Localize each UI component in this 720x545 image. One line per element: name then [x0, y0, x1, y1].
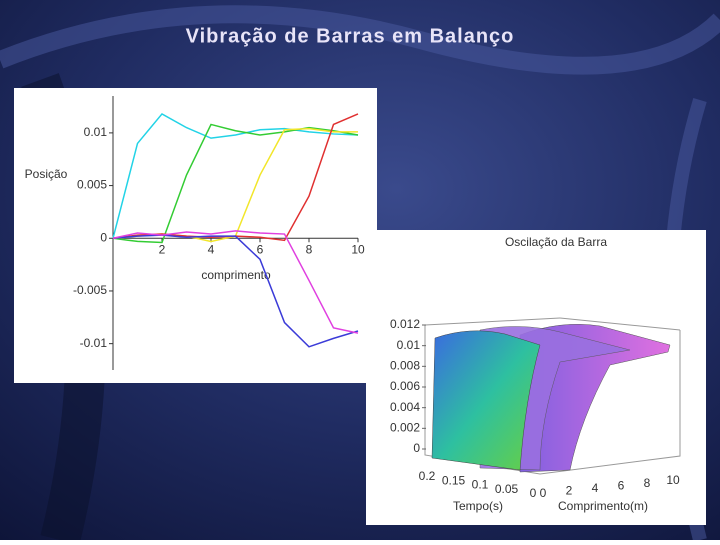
x-tick-label: 6 [257, 242, 264, 256]
x-tick-label: 10 [351, 242, 365, 256]
series-line [112, 112, 359, 239]
x-tick-label: 2 [566, 484, 573, 498]
line-chart: Posição comprimento 0.01 0.005 0 -0.005 -0.0… [14, 88, 377, 383]
y-tick-label: 0.15 [442, 473, 466, 487]
x-tick-label: 6 [618, 478, 625, 492]
z-tick-label: 0 [413, 441, 420, 455]
y-tick-label: 0.1 [472, 478, 489, 492]
y-tick-label: 0.005 [77, 178, 107, 192]
decoration [0, 5, 720, 75]
box-edge [559, 317, 681, 331]
y-tick-label: 0.01 [84, 125, 108, 139]
series-line [112, 123, 359, 244]
y-axis-label: Tempo(s) [453, 499, 503, 513]
x-axis-label: Comprimento(m) [558, 499, 648, 513]
y-axis-label: Posição [25, 167, 68, 181]
y-tick-label: 0 [530, 486, 537, 500]
box-edge [424, 317, 561, 326]
y-tick-label: -0.005 [73, 283, 107, 297]
y-tick-label: 0.2 [419, 469, 436, 483]
z-tick-label: 0.006 [390, 379, 420, 393]
series-line [112, 230, 359, 334]
chart-panel [14, 88, 377, 383]
z-tick-label: 0.002 [390, 421, 420, 435]
z-tick-label: 0.012 [390, 317, 420, 331]
z-tick-label: 0.01 [397, 338, 421, 352]
x-tick-label: 8 [644, 476, 651, 490]
series-line [112, 234, 359, 348]
x-tick-label: 10 [666, 473, 680, 487]
y-tick-label: -0.01 [80, 336, 108, 350]
x-tick-label: 4 [208, 242, 215, 256]
x-tick-label: 0 [540, 486, 547, 500]
surface [431, 330, 541, 471]
x-axis-label: comprimento [201, 268, 271, 282]
chart-title: Oscilação da Barra [505, 235, 607, 249]
x-tick-label: 4 [592, 481, 599, 495]
box-edge [424, 325, 681, 475]
z-tick-label: 0.004 [390, 400, 420, 414]
y-tick-label: 0.05 [495, 482, 519, 496]
z-tick-label: 0.008 [390, 359, 420, 373]
y-tick-label: 0 [100, 230, 107, 244]
x-tick-label: 2 [159, 242, 166, 256]
slide-title: Vibração de Barras em Balanço [186, 25, 515, 47]
x-tick-label: 8 [306, 242, 313, 256]
surface-chart: Oscilação da Barra Tempo(s) Comprimento(… [366, 230, 706, 525]
